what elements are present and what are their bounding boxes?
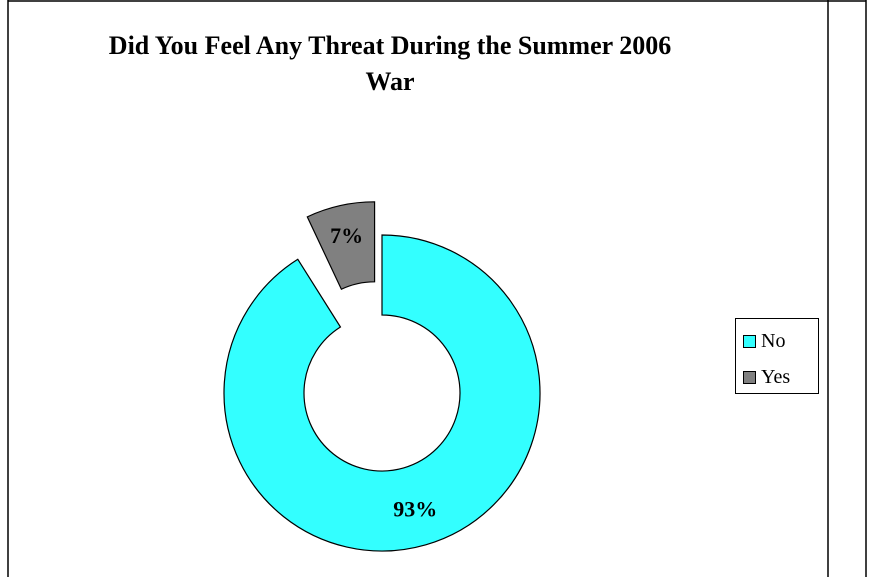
legend-swatch-no — [743, 334, 756, 348]
legend-swatch-yes — [743, 370, 756, 384]
chart-title: Did You Feel Any Threat During the Summe… — [40, 28, 740, 100]
data-label-yes: 7% — [330, 223, 363, 248]
data-label-no: 93% — [393, 496, 437, 521]
chart-title-line-1: Did You Feel Any Threat During the Summe… — [108, 31, 672, 60]
legend-label-yes: Yes — [761, 365, 791, 388]
chart-title-line-2: War — [365, 67, 415, 96]
legend-item-no: No — [743, 329, 785, 353]
slice-yes — [306, 201, 376, 291]
legend-item-yes: Yes — [743, 365, 790, 389]
slice-no — [223, 234, 541, 552]
legend-label-no: No — [761, 329, 786, 352]
chart-legend: No Yes — [735, 318, 819, 394]
